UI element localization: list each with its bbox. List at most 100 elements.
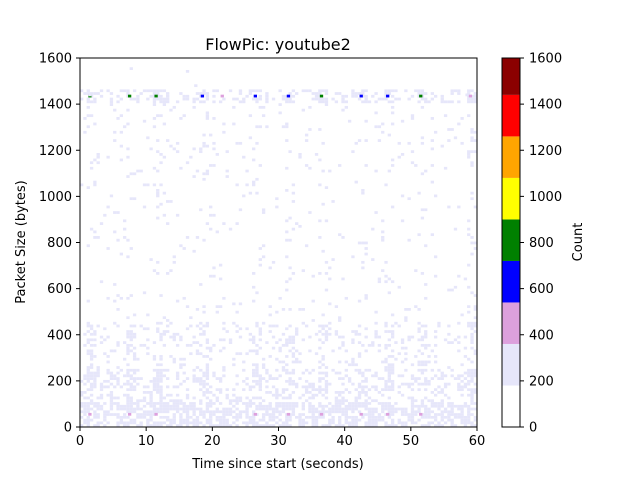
- heatmap-cell: [314, 94, 319, 98]
- heatmap-cell: [228, 338, 233, 342]
- heatmap-cell: [149, 393, 153, 397]
- heatmap-cell: [473, 321, 477, 325]
- heatmap-cell: [248, 349, 253, 353]
- heatmap-cell: [126, 155, 130, 159]
- heatmap-cell: [381, 418, 385, 422]
- heatmap-cell: [374, 100, 378, 104]
- heatmap-cell: [314, 410, 319, 414]
- heatmap-cell: [473, 382, 477, 386]
- heatmap-cell: [384, 280, 388, 284]
- heatmap-cell: [116, 343, 120, 347]
- heatmap-cell: [285, 355, 289, 358]
- heatmap-cell: [162, 191, 167, 195]
- heatmap-cell: [192, 335, 196, 339]
- heatmap-cell: [417, 404, 421, 408]
- heatmap-cell: [347, 402, 352, 405]
- heatmap-cell: [354, 404, 358, 408]
- heatmap-cell: [126, 363, 130, 367]
- heatmap-cell: [252, 385, 256, 389]
- heatmap-cell: [351, 424, 355, 427]
- heatmap-cell: [235, 324, 239, 328]
- heatmap-cell: [149, 418, 153, 422]
- heatmap-cell: [235, 352, 239, 356]
- heatmap-cell: [400, 413, 405, 416]
- heatmap-cell: [83, 413, 87, 416]
- heatmap-cell-plum: [386, 412, 390, 416]
- heatmap-cell: [258, 258, 262, 261]
- heatmap-cell: [424, 244, 428, 248]
- heatmap-cell: [447, 288, 451, 292]
- heatmap-cell-plum: [127, 412, 132, 416]
- heatmap-cell: [377, 125, 382, 129]
- heatmap-cell: [129, 410, 133, 414]
- heatmap-cell: [96, 424, 100, 427]
- heatmap-cell: [185, 404, 190, 408]
- heatmap-cell: [470, 197, 474, 201]
- heatmap-cell: [83, 374, 87, 378]
- heatmap-cell: [215, 388, 219, 392]
- heatmap-cell: [258, 125, 262, 129]
- heatmap-cell: [311, 97, 315, 101]
- heatmap-cell: [268, 413, 272, 416]
- heatmap-cell: [159, 100, 163, 104]
- heatmap-cell: [473, 371, 477, 375]
- heatmap-cell: [447, 100, 451, 104]
- heatmap-cell: [116, 421, 120, 425]
- heatmap-cell: [311, 413, 315, 416]
- heatmap-cell: [424, 410, 428, 414]
- heatmap-cell: [252, 363, 256, 367]
- heatmap-cell: [202, 172, 206, 176]
- heatmap-cell: [473, 374, 477, 378]
- heatmap-cell: [103, 327, 107, 331]
- heatmap-cell: [443, 374, 448, 378]
- heatmap-cell: [361, 343, 365, 347]
- heatmap-cell: [255, 396, 259, 400]
- heatmap-cell: [113, 396, 117, 400]
- heatmap-cell: [407, 238, 411, 242]
- heatmap-cell: [331, 349, 335, 353]
- heatmap-cell: [123, 413, 127, 416]
- heatmap-cell: [205, 421, 210, 425]
- heatmap-cell: [159, 407, 163, 411]
- heatmap-cell: [384, 92, 388, 95]
- y-tick-label: 200: [47, 374, 72, 389]
- heatmap-cell: [318, 379, 322, 383]
- heatmap-cell: [149, 379, 153, 383]
- heatmap-cell: [96, 161, 100, 165]
- heatmap-cell: [136, 424, 140, 427]
- heatmap-cell: [152, 413, 157, 416]
- heatmap-cell: [199, 100, 203, 104]
- heatmap-cell: [374, 385, 378, 389]
- heatmap-cell: [252, 180, 256, 184]
- heatmap-cell: [467, 407, 471, 411]
- heatmap-cell: [420, 368, 425, 372]
- heatmap-cell: [149, 396, 153, 400]
- heatmap-cell: [361, 388, 365, 392]
- heatmap-cell: [324, 366, 329, 369]
- heatmap-cell: [209, 413, 213, 416]
- heatmap-cell: [473, 418, 477, 422]
- heatmap-cell: [265, 421, 269, 425]
- heatmap-cell: [142, 205, 147, 209]
- heatmap-cell: [341, 377, 345, 380]
- heatmap-cell: [126, 335, 130, 339]
- heatmap-cell: [364, 391, 368, 394]
- heatmap-cell: [390, 205, 395, 209]
- heatmap-cell: [473, 316, 477, 320]
- heatmap-cell: [189, 155, 193, 159]
- heatmap-cell: [308, 407, 312, 411]
- heatmap-cell: [242, 194, 246, 198]
- heatmap-cell: [357, 385, 362, 389]
- heatmap-cell: [424, 363, 428, 367]
- heatmap-cell: [371, 399, 375, 403]
- heatmap-cell: [205, 338, 210, 342]
- heatmap-cell: [195, 92, 200, 95]
- heatmap-cell: [387, 338, 391, 342]
- heatmap-cell: [308, 371, 312, 375]
- heatmap-cell: [470, 379, 474, 383]
- heatmap-cell: [447, 396, 451, 400]
- heatmap-cell: [156, 97, 160, 101]
- heatmap-cell: [149, 258, 153, 261]
- heatmap-cell: [119, 252, 124, 256]
- heatmap-cell: [139, 169, 143, 173]
